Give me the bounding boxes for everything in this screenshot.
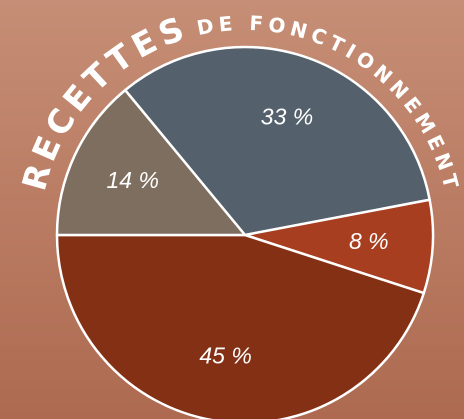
- pie-slice: [123, 45, 431, 237]
- pie-slice: [55, 88, 247, 237]
- slice-label: 45 %: [199, 343, 251, 369]
- pie-slice: [55, 233, 426, 419]
- slice-label: 14 %: [107, 167, 159, 193]
- pie-slice: [243, 198, 435, 295]
- slice-label: 8 %: [349, 228, 389, 254]
- slice-label: 33 %: [261, 103, 313, 129]
- pie: 33 % 8 % 45 % 14 %: [55, 45, 435, 419]
